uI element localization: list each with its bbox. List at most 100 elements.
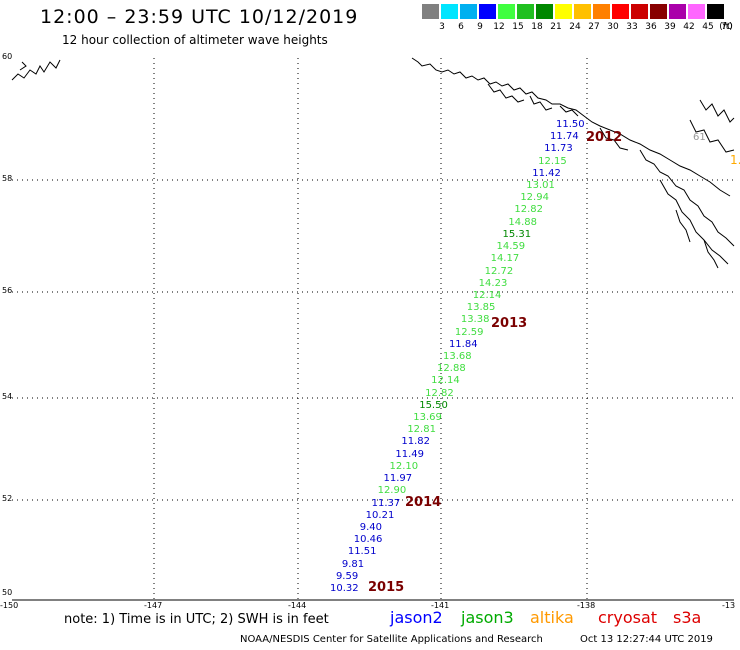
track-point-label: 9.59 [335, 570, 359, 582]
year-label-2014: 2014 [405, 495, 442, 510]
track-point-label: 10.46 [353, 534, 383, 546]
track-point-label: 11.49 [395, 448, 425, 460]
scale-label: 3 [439, 22, 445, 32]
track-point-label: 12.88 [437, 363, 466, 375]
track-point-label: 12.10 [389, 460, 419, 472]
track-point-label: 10.21 [365, 509, 395, 521]
track-point-extra: 61 [693, 132, 706, 143]
track-point-label: 13.68 [443, 351, 472, 362]
track-point-label: 14.59 [496, 241, 526, 253]
track-point-label: 12.14 [431, 375, 460, 387]
legend-cryosat: cryosat [598, 608, 658, 627]
lat-label-60: 60 [2, 52, 13, 61]
scale-swatch [593, 4, 611, 19]
scale-label: 27 [588, 22, 600, 32]
scale-swatch [536, 4, 554, 19]
scale-swatch [650, 4, 668, 19]
timestamp-text: Oct 13 12:27:44 UTC 2019 [580, 634, 713, 645]
track-point-label: 15.50 [419, 399, 448, 411]
legend-jason3: jason3 [461, 608, 514, 627]
scale-swatch [460, 4, 478, 19]
track-point-label: 14.88 [508, 216, 538, 228]
lon-label-144: -144 [288, 601, 307, 610]
scale-label: 42 [683, 22, 695, 32]
lon-label-135: -13 [722, 601, 736, 610]
track-point-label: 12.59 [454, 326, 484, 338]
track-point-label: 12.90 [377, 485, 407, 497]
year-label-2012: 2012 [586, 130, 623, 145]
scale-label: 21 [550, 22, 562, 32]
track-point-label: 12.14 [472, 289, 502, 301]
scale-unit: (ft) [719, 22, 733, 32]
scale-label: 6 [458, 22, 464, 32]
lon-label-138: -138 [577, 601, 596, 610]
coastline [11, 57, 735, 269]
map-grid [12, 58, 734, 600]
scale-swatch [574, 4, 592, 19]
scale-swatch [555, 4, 573, 19]
scale-label: 9 [477, 22, 483, 32]
track-point-label: 11.97 [383, 473, 413, 485]
legend-jason2: jason2 [390, 608, 443, 627]
track-point-label: 11.74 [550, 131, 579, 143]
track-point-label: 13.69 [413, 412, 442, 424]
track-point-label: 11.73 [544, 143, 573, 155]
scale-label: 70 [721, 22, 733, 32]
scale-label: 18 [531, 22, 543, 32]
scale-swatch [517, 4, 535, 19]
credit-text: NOAA/NESDIS Center for Satellite Applica… [240, 634, 543, 645]
year-label-2013: 2013 [491, 316, 528, 331]
lat-label-58: 58 [2, 174, 13, 183]
lon-label-150: -150 [0, 601, 19, 610]
page-subtitle: 12 hour collection of altimeter wave hei… [62, 33, 328, 47]
footer-note: note: 1) Time is in UTC; 2) SWH is in fe… [64, 612, 329, 627]
lat-label-52: 52 [2, 494, 13, 503]
track-point-label: 12.72 [484, 265, 514, 277]
track-point-label: 13.01 [526, 180, 555, 192]
scale-swatch [688, 4, 706, 19]
track-point-label: 14.17 [490, 253, 520, 265]
scale-label: 39 [664, 22, 676, 32]
scale-label: 36 [645, 22, 657, 32]
scale-label: 45 [702, 22, 714, 32]
lat-label-50: 50 [2, 588, 13, 597]
track-point-label: 13.38 [460, 314, 490, 326]
year-label-2015: 2015 [368, 580, 405, 595]
scale-label: 30 [607, 22, 619, 32]
track-point-label: 12.81 [407, 424, 436, 436]
scale-label: 15 [512, 22, 524, 32]
track-point-label: 9.81 [341, 558, 365, 570]
scale-swatch [669, 4, 687, 19]
scale-swatch [612, 4, 630, 19]
legend-s3a: s3a [673, 608, 702, 627]
track-point-label: 12.82 [425, 387, 454, 399]
lat-label-54: 54 [2, 392, 13, 401]
track-point-label: 12.82 [514, 204, 543, 216]
track-point-label: 13.85 [466, 302, 496, 314]
scale-swatch [707, 4, 725, 19]
scale-swatch [422, 4, 440, 19]
legend-altika: altika [530, 608, 574, 627]
track-point-label: 11.50 [556, 119, 585, 130]
track-point-label: 14.23 [478, 277, 508, 289]
track-point-label: 11.82 [401, 436, 430, 448]
track-point-label: 10.32 [330, 583, 359, 594]
track-point-extra: 1. [730, 153, 740, 167]
scale-label: 12 [493, 22, 505, 32]
page-title: 12:00 – 23:59 UTC 10/12/2019 [40, 6, 359, 28]
track-point-label: 12.15 [538, 155, 567, 167]
scale-swatch [441, 4, 459, 19]
lon-label-147: -147 [144, 601, 163, 610]
track-point-label: 11.37 [371, 497, 401, 509]
track-point-label: 11.84 [448, 338, 478, 350]
lat-label-56: 56 [2, 286, 13, 295]
track-point-label: 11.51 [347, 546, 377, 558]
scale-swatch [479, 4, 497, 19]
lon-label-141: -141 [431, 601, 450, 610]
scale-swatch [631, 4, 649, 19]
track-point-label: 11.42 [532, 167, 561, 179]
track-point-label: 15.31 [502, 228, 532, 240]
track-point-label: 12.94 [520, 192, 549, 204]
scale-label: 24 [569, 22, 581, 32]
